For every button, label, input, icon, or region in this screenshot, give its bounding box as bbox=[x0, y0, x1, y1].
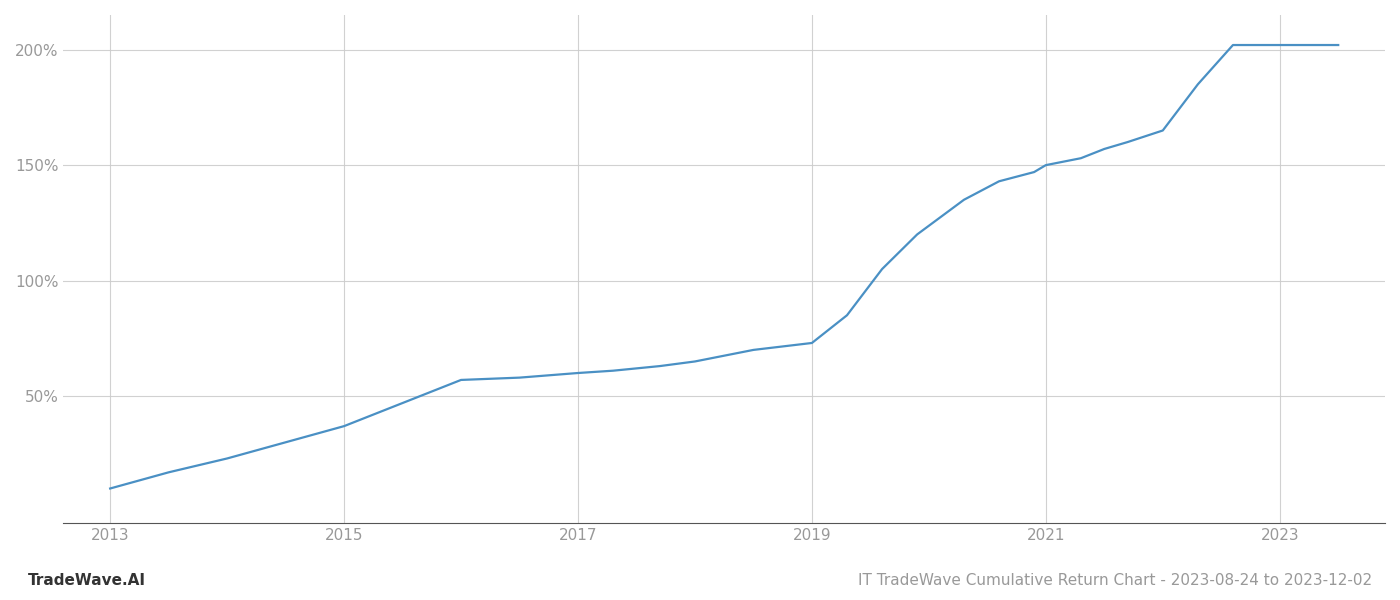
Text: IT TradeWave Cumulative Return Chart - 2023-08-24 to 2023-12-02: IT TradeWave Cumulative Return Chart - 2… bbox=[858, 573, 1372, 588]
Text: TradeWave.AI: TradeWave.AI bbox=[28, 573, 146, 588]
